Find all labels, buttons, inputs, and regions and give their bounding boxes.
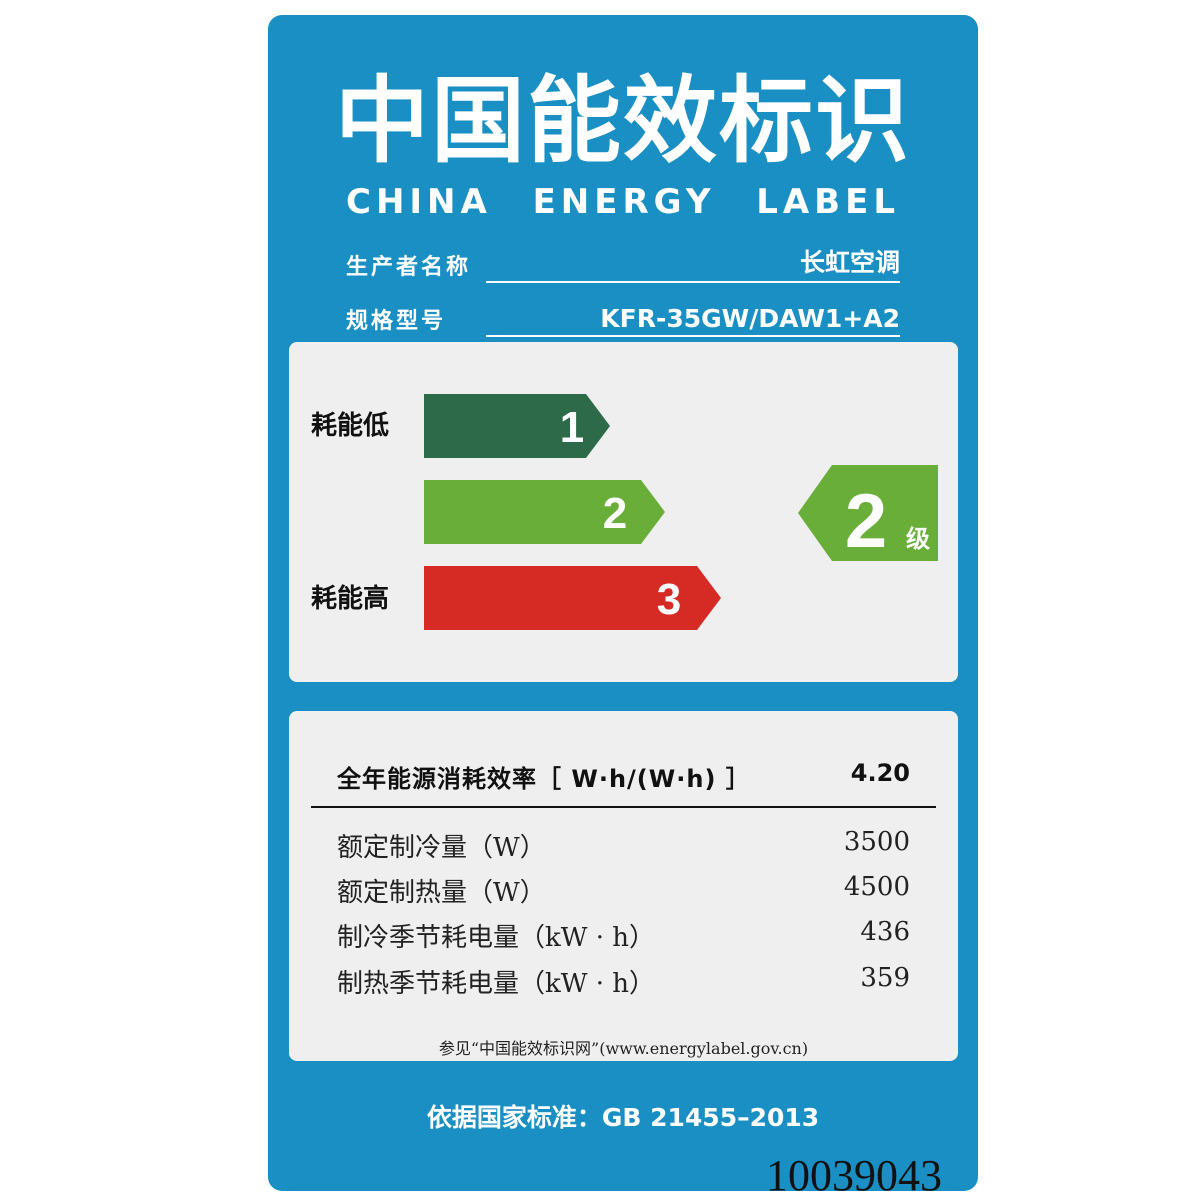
metric-value: 359 [860,963,910,993]
rating-badge-shape [798,465,938,561]
efficiency-value: 4.20 [850,759,910,787]
high-consumption-label: 耗能高 [311,584,390,614]
model-row: 规格型号 KFR-35GW/DAW1+A2 [346,297,900,337]
grade-arrow-2-number: 2 [603,489,627,538]
energy-label-card: 中国能效标识 CHINA ENERGY LABEL 生产者名称 长虹空调 规格型… [268,15,978,1200]
rating-badge: 2 级 [798,465,938,561]
national-standard: 依据国家标准：GB 21455–2013 [426,1103,820,1132]
metric-value: 3500 [843,827,910,857]
grade-arrow-1-number: 1 [560,403,584,452]
grade-arrow-2-shape [424,480,665,544]
title-english-word: LABEL [756,182,900,222]
metric-row: 制冷季节耗电量（kW · h） 436 [337,917,910,953]
metric-value: 4500 [843,872,910,902]
metric-label: 额定制冷量（W） [337,833,546,863]
manufacturer-value: 长虹空调 [486,243,900,283]
grade-arrow-1: 1 [424,394,610,458]
rating-number: 2 [845,479,887,561]
divider [311,806,936,808]
metric-label: 额定制热量（W） [337,878,546,908]
manufacturer-row: 生产者名称 长虹空调 [346,243,900,283]
grade-panel: 耗能低 耗能高 1 2 3 2 级 [289,342,958,682]
grade-arrow-3-shape [424,566,721,630]
metric-row: 额定制热量（W） 4500 [337,872,910,908]
efficiency-headline: 全年能源消耗效率［ W·h/(W·h) ］ 4.20 [337,755,910,793]
metric-label: 制热季节耗电量（kW · h） [337,969,656,999]
grade-arrow-3-number: 3 [657,575,681,624]
metric-label: 制冷季节耗电量（kW · h） [337,923,656,953]
manufacturer-label: 生产者名称 [346,255,472,280]
serial-number: 10039043 [766,1151,942,1200]
rating-suffix: 级 [906,525,930,553]
website-note: 参见“中国能效标识网”(www.energylabel.gov.cn) [438,1039,809,1058]
metric-value: 436 [860,917,910,947]
metric-row: 制热季节耗电量（kW · h） 359 [337,963,910,999]
model-value: KFR-35GW/DAW1+A2 [486,304,900,337]
grade-arrow-1-shape [424,394,610,458]
grade-arrow-3: 3 [424,566,721,630]
efficiency-label: 全年能源消耗效率［ W·h/(W·h) ］ [337,765,751,793]
metrics-panel: 全年能源消耗效率［ W·h/(W·h) ］ 4.20 额定制冷量（W） 3500… [289,711,958,1061]
low-consumption-label: 耗能低 [311,411,390,441]
title-english-word: ENERGY [532,182,716,222]
title-english-word: CHINA [346,182,492,222]
title-chinese: 中国能效标识 [334,67,911,176]
title-english: CHINA ENERGY LABEL [346,185,900,219]
model-label: 规格型号 [346,309,447,334]
grade-arrow-2: 2 [424,480,665,544]
metric-row: 额定制冷量（W） 3500 [337,827,910,863]
